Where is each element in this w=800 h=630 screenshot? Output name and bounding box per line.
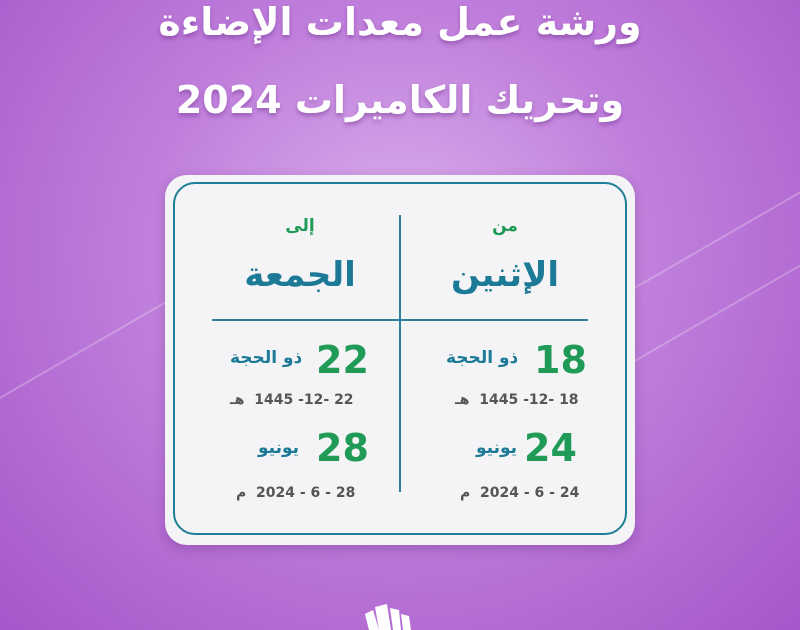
decorative-stripe [0, 290, 186, 422]
from-hijri-month: ذو الحجة [446, 348, 519, 368]
to-hijri-date: هـ 1445 -12- 22 [230, 392, 354, 408]
title-line-2: وتحريك الكاميرات 2024 [175, 78, 625, 122]
card-border [173, 182, 627, 535]
to-greg-date: م 2024 - 6 - 28 [236, 485, 355, 501]
from-greg-day: 24 [524, 426, 577, 470]
hijri-suffix: هـ [455, 392, 470, 408]
vertical-divider [399, 215, 401, 492]
title-line-1: ورشة عمل معدات الإضاءة [158, 0, 642, 44]
hijri-date-text: 1445 -12- 22 [254, 392, 354, 408]
logo-icon [365, 604, 411, 630]
to-greg-month: يونيو [258, 438, 300, 458]
from-hijri-date: هـ 1445 -12- 18 [455, 392, 579, 408]
horizontal-divider [212, 319, 588, 321]
hijri-date-text: 1445 -12- 18 [479, 392, 579, 408]
from-hijri-day: 18 [534, 338, 587, 382]
from-greg-date: م 2024 - 6 - 24 [460, 485, 579, 501]
to-label: إلى [285, 216, 315, 236]
greg-suffix: م [460, 485, 471, 501]
to-hijri-day: 22 [316, 338, 369, 382]
from-label: من [492, 216, 518, 236]
to-hijri-month: ذو الحجة [230, 348, 303, 368]
hijri-suffix: هـ [230, 392, 245, 408]
greg-date-text: 2024 - 6 - 24 [480, 485, 580, 501]
greg-date-text: 2024 - 6 - 28 [256, 485, 356, 501]
greg-suffix: م [236, 485, 247, 501]
to-day: الجمعة [244, 255, 356, 295]
from-day: الإثنين [450, 255, 560, 295]
from-greg-month: يونيو [476, 438, 518, 458]
to-greg-day: 28 [316, 426, 369, 470]
